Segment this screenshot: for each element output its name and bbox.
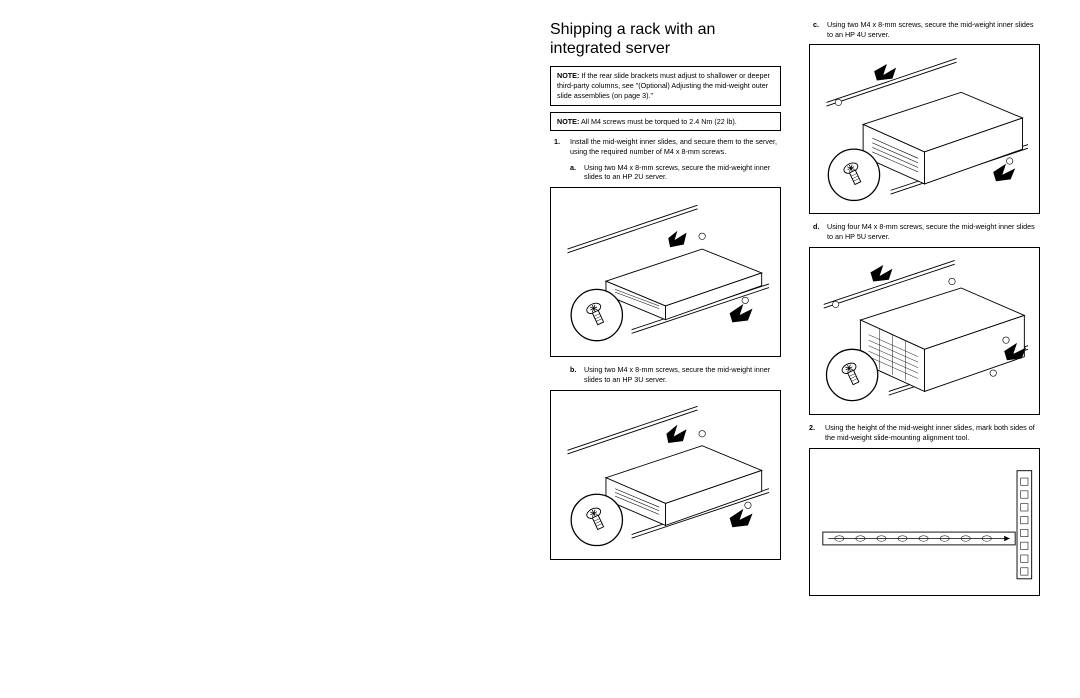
note-box-1: NOTE: If the rear slide brackets must ad… <box>550 66 781 105</box>
substep-text: Using two M4 x 8-mm screws, secure the m… <box>584 163 781 182</box>
note-text: All M4 screws must be torqued to 2.4 Nm … <box>581 117 737 126</box>
substep-number: c. <box>813 20 827 39</box>
note-label: NOTE: <box>557 71 579 80</box>
substep-c: c. Using two M4 x 8-mm screws, secure th… <box>809 20 1040 39</box>
figure-alignment-tool <box>809 448 1040 596</box>
step-1: 1. Install the mid-weight inner slides, … <box>550 137 781 156</box>
step-number: 2. <box>809 423 825 442</box>
note-label: NOTE: <box>557 117 579 126</box>
substep-text: Using two M4 x 8-mm screws, secure the m… <box>827 20 1040 39</box>
figure-2u-server <box>550 187 781 357</box>
note-box-2: NOTE: All M4 screws must be torqued to 2… <box>550 112 781 132</box>
substep-a: a. Using two M4 x 8-mm screws, secure th… <box>550 163 781 182</box>
page-title: Shipping a rack with an integrated serve… <box>550 20 781 58</box>
substep-text: Using two M4 x 8-mm screws, secure the m… <box>584 365 781 384</box>
left-column: Shipping a rack with an integrated serve… <box>540 20 795 678</box>
page: Shipping a rack with an integrated serve… <box>0 0 1080 698</box>
substep-b: b. Using two M4 x 8-mm screws, secure th… <box>550 365 781 384</box>
substep-text: Using four M4 x 8-mm screws, secure the … <box>827 222 1040 241</box>
figure-4u-server <box>809 44 1040 214</box>
substep-number: d. <box>813 222 827 241</box>
figure-3u-server <box>550 390 781 560</box>
note-text: If the rear slide brackets must adjust t… <box>557 71 770 99</box>
step-text: Install the mid-weight inner slides, and… <box>570 137 781 156</box>
figure-5u-server <box>809 247 1040 415</box>
substep-number: b. <box>570 365 584 384</box>
step-number: 1. <box>554 137 570 156</box>
substep-d: d. Using four M4 x 8-mm screws, secure t… <box>809 222 1040 241</box>
step-text: Using the height of the mid-weight inner… <box>825 423 1040 442</box>
step-2: 2. Using the height of the mid-weight in… <box>809 423 1040 442</box>
substep-number: a. <box>570 163 584 182</box>
right-column: c. Using two M4 x 8-mm screws, secure th… <box>795 20 1050 678</box>
